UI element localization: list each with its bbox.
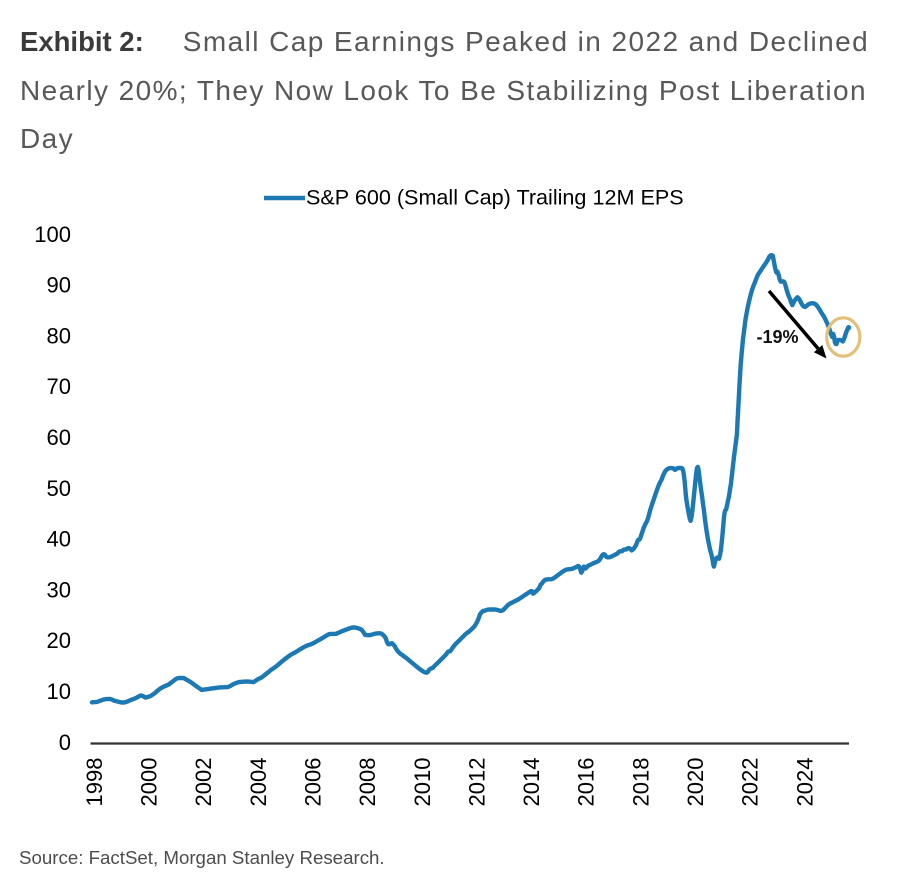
svg-text:2002: 2002 xyxy=(191,758,216,807)
svg-text:1998: 1998 xyxy=(82,758,107,807)
svg-text:2014: 2014 xyxy=(519,758,544,807)
svg-text:2020: 2020 xyxy=(683,758,708,807)
svg-text:2012: 2012 xyxy=(464,758,489,807)
svg-text:2000: 2000 xyxy=(137,758,162,807)
svg-text:2016: 2016 xyxy=(574,758,599,807)
svg-text:S&P 600 (Small Cap) Trailing 1: S&P 600 (Small Cap) Trailing 12M EPS xyxy=(306,185,684,210)
svg-text:2022: 2022 xyxy=(738,758,763,807)
svg-text:10: 10 xyxy=(47,679,71,704)
svg-text:2018: 2018 xyxy=(628,758,653,807)
svg-text:2010: 2010 xyxy=(410,758,435,807)
svg-text:50: 50 xyxy=(47,476,71,501)
svg-text:2006: 2006 xyxy=(300,758,325,807)
svg-text:70: 70 xyxy=(47,374,71,399)
svg-text:30: 30 xyxy=(47,577,71,602)
svg-text:2008: 2008 xyxy=(355,758,380,807)
svg-text:-19%: -19% xyxy=(757,327,799,347)
svg-text:20: 20 xyxy=(47,628,71,653)
svg-text:80: 80 xyxy=(47,323,71,348)
svg-text:100: 100 xyxy=(34,222,71,247)
svg-text:60: 60 xyxy=(47,425,71,450)
svg-text:2004: 2004 xyxy=(246,758,271,807)
svg-text:2024: 2024 xyxy=(792,758,817,807)
svg-text:90: 90 xyxy=(47,273,71,298)
svg-text:40: 40 xyxy=(47,527,71,552)
svg-text:0: 0 xyxy=(59,730,71,755)
